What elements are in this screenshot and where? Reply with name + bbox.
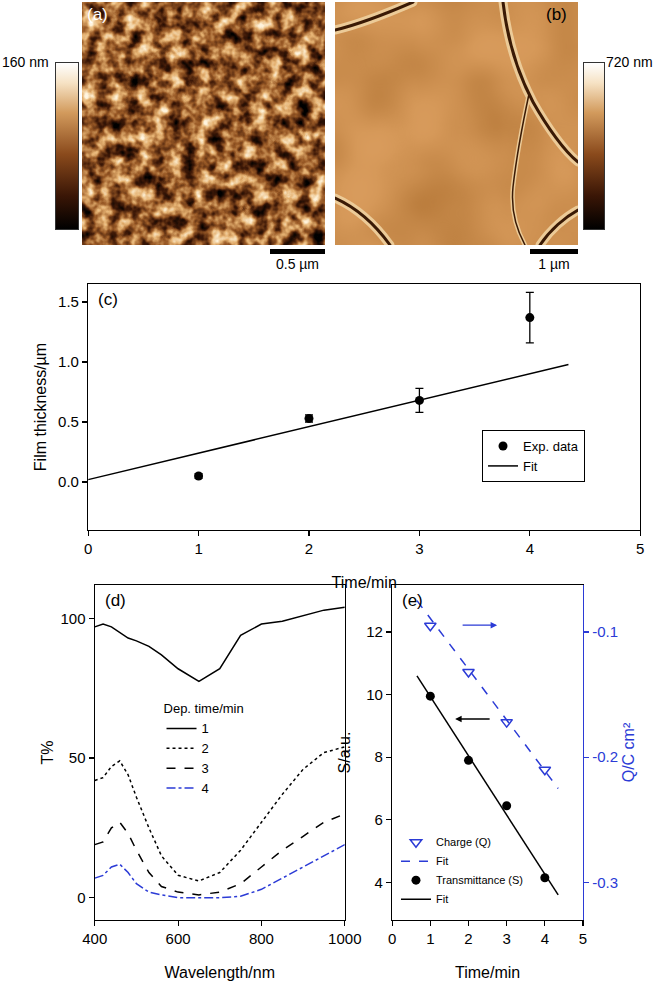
svg-text:4: 4	[541, 930, 549, 947]
svg-text:Dep. time/min: Dep. time/min	[164, 701, 244, 716]
svg-text:1000: 1000	[328, 930, 361, 947]
svg-text:2: 2	[305, 540, 313, 557]
html-text:(b): (b)	[546, 5, 567, 24]
svg-text:Exp. data: Exp. data	[523, 439, 579, 454]
svg-text:Fit: Fit	[523, 459, 538, 474]
svg-text:S/a.u.: S/a.u.	[336, 732, 353, 774]
svg-text:400: 400	[82, 930, 107, 947]
html-text:1 µm: 1 µm	[538, 256, 570, 272]
svg-text:Time/min: Time/min	[455, 964, 520, 981]
svg-text:4: 4	[375, 874, 383, 891]
svg-text:800: 800	[249, 930, 274, 947]
svg-text:12: 12	[366, 623, 383, 640]
svg-text:3: 3	[415, 540, 423, 557]
html-text:(a): (a)	[87, 5, 108, 24]
svg-text:0: 0	[388, 930, 396, 947]
svg-text:(c): (c)	[98, 290, 118, 309]
svg-text:Fit: Fit	[436, 855, 448, 867]
svg-text:1.5: 1.5	[58, 293, 79, 310]
svg-text:1: 1	[202, 721, 209, 736]
svg-text:5: 5	[579, 930, 587, 947]
html-text:0.5 µm: 0.5 µm	[276, 256, 319, 272]
svg-text:0: 0	[84, 540, 92, 557]
html-text:160 nm: 160 nm	[2, 54, 49, 70]
svg-text:Transmittance (S): Transmittance (S)	[436, 874, 523, 886]
svg-text:Film thickness/µm: Film thickness/µm	[32, 343, 49, 471]
svg-text:2: 2	[202, 741, 209, 756]
svg-text:(d): (d)	[105, 591, 126, 610]
svg-text:6: 6	[375, 811, 383, 828]
svg-text:0.5: 0.5	[58, 413, 79, 430]
svg-text:Fit: Fit	[436, 893, 448, 905]
svg-text:3: 3	[502, 930, 510, 947]
svg-text:1: 1	[194, 540, 202, 557]
svg-text:3: 3	[202, 761, 209, 776]
svg-text:5: 5	[636, 540, 644, 557]
svg-text:8: 8	[375, 748, 383, 765]
html-text:720 nm: 720 nm	[606, 54, 653, 70]
svg-text:Q/C cm²: Q/C cm²	[620, 722, 637, 782]
svg-text:600: 600	[166, 930, 191, 947]
svg-text:-0.1: -0.1	[592, 623, 618, 640]
svg-text:10: 10	[366, 686, 383, 703]
svg-text:1.0: 1.0	[58, 353, 79, 370]
svg-text:Time/min: Time/min	[332, 574, 397, 591]
svg-text:-0.3: -0.3	[592, 874, 618, 891]
svg-text:4: 4	[202, 781, 209, 796]
svg-text:0.0: 0.0	[58, 473, 79, 490]
svg-text:(e): (e)	[402, 591, 423, 610]
svg-text:T%: T%	[39, 741, 56, 765]
svg-text:Wavelength/nm: Wavelength/nm	[164, 964, 275, 981]
svg-text:100: 100	[61, 610, 86, 627]
svg-text:-0.2: -0.2	[592, 748, 618, 765]
svg-text:Charge (Q): Charge (Q)	[436, 836, 491, 848]
svg-text:50: 50	[69, 749, 86, 766]
svg-text:4: 4	[526, 540, 534, 557]
svg-text:1: 1	[426, 930, 434, 947]
svg-text:0: 0	[77, 889, 85, 906]
svg-text:2: 2	[464, 930, 472, 947]
